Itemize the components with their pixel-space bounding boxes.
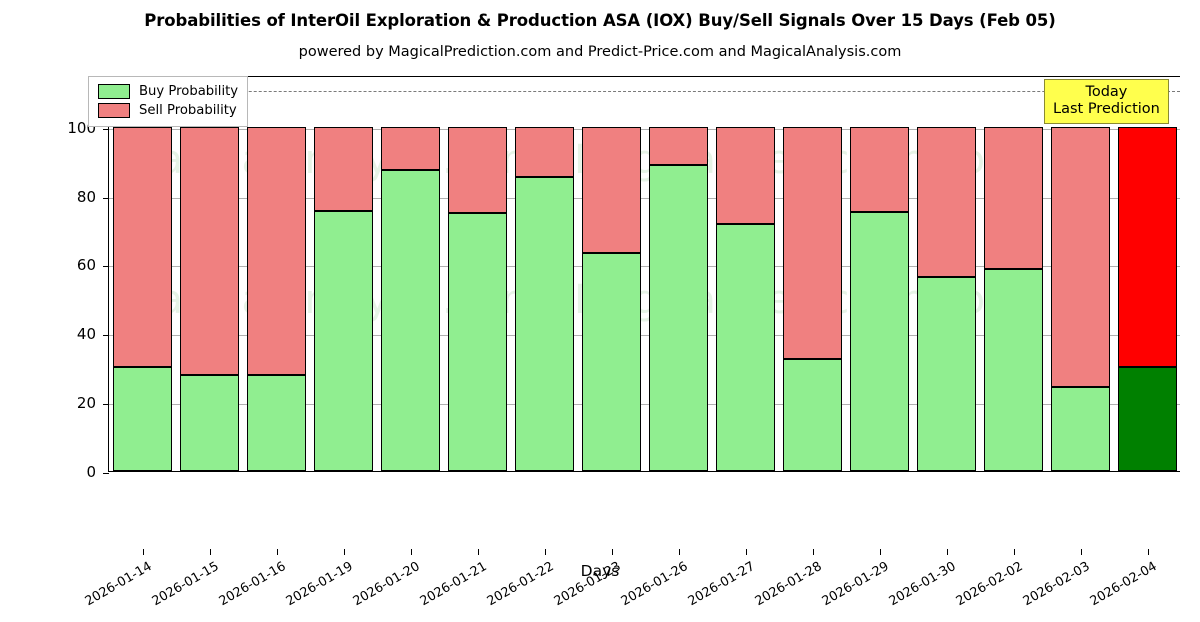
sell-probability-segment[interactable] bbox=[448, 126, 507, 214]
gridline-y bbox=[109, 335, 1180, 337]
y-tick-mark bbox=[103, 404, 109, 406]
gridline-y bbox=[109, 128, 1180, 130]
gridline-y bbox=[109, 404, 1180, 406]
bar-2026-01-26[interactable] bbox=[649, 77, 708, 471]
bar-2026-01-29[interactable] bbox=[850, 77, 909, 471]
bar-2026-01-20[interactable] bbox=[381, 77, 440, 471]
bar-2026-01-19[interactable] bbox=[314, 77, 373, 471]
bar-2026-02-04[interactable] bbox=[1118, 77, 1177, 471]
bar-2026-01-28[interactable] bbox=[783, 77, 842, 471]
y-tick-label: 80 bbox=[76, 187, 96, 206]
bar-2026-01-27[interactable] bbox=[716, 77, 775, 471]
legend-label: Buy Probability bbox=[139, 84, 239, 99]
x-tick-mark bbox=[1080, 549, 1082, 555]
x-tick-mark bbox=[879, 549, 881, 555]
y-tick-label: 0 bbox=[86, 463, 96, 481]
sell-probability-segment[interactable] bbox=[1118, 126, 1177, 367]
sell-probability-segment[interactable] bbox=[314, 126, 373, 211]
legend-item-sell[interactable]: Sell Probability bbox=[98, 101, 238, 120]
y-tick-label: 40 bbox=[76, 325, 96, 344]
x-tick-mark bbox=[611, 549, 613, 555]
x-tick-mark bbox=[142, 549, 144, 555]
sell-probability-segment[interactable] bbox=[180, 126, 239, 376]
buy-probability-segment[interactable] bbox=[1051, 386, 1110, 471]
gridline-y bbox=[109, 266, 1180, 268]
bar-2026-01-23[interactable] bbox=[582, 77, 641, 471]
buy-probability-segment[interactable] bbox=[850, 211, 909, 471]
x-tick-mark bbox=[745, 549, 747, 555]
buy-probability-segment[interactable] bbox=[649, 164, 708, 471]
buy-probability-segment[interactable] bbox=[515, 176, 574, 471]
x-tick-mark bbox=[1013, 549, 1015, 555]
buy-probability-segment[interactable] bbox=[917, 277, 976, 471]
x-tick-mark bbox=[678, 549, 680, 555]
sell-probability-segment[interactable] bbox=[783, 126, 842, 360]
plot-inner: MagicalAnalysis.comMagicalPrediction.com… bbox=[109, 77, 1180, 471]
x-tick-mark bbox=[544, 549, 546, 555]
sell-probability-segment[interactable] bbox=[649, 126, 708, 165]
buy-probability-segment[interactable] bbox=[247, 375, 306, 471]
sell-probability-segment[interactable] bbox=[716, 126, 775, 224]
bar-2026-01-22[interactable] bbox=[515, 77, 574, 471]
chart-subtitle: powered by MagicalPrediction.com and Pre… bbox=[298, 44, 902, 60]
y-tick-mark bbox=[103, 473, 109, 474]
legend-swatch-icon bbox=[98, 103, 130, 118]
sell-probability-segment[interactable] bbox=[1051, 126, 1110, 387]
sell-probability-segment[interactable] bbox=[113, 126, 172, 367]
buy-probability-segment[interactable] bbox=[984, 268, 1043, 471]
plot-area: Probability MagicalAnalysis.comMagicalPr… bbox=[67, 76, 1180, 609]
buy-probability-segment[interactable] bbox=[314, 210, 373, 471]
today-annotation-line1: Today bbox=[1085, 84, 1128, 100]
bar-2026-01-30[interactable] bbox=[917, 77, 976, 471]
reference-dashed-line bbox=[109, 90, 1180, 92]
legend-item-buy[interactable]: Buy Probability bbox=[98, 82, 238, 101]
y-tick-mark bbox=[103, 266, 109, 268]
x-tick-mark bbox=[209, 549, 211, 555]
y-tick-mark bbox=[103, 128, 109, 130]
gridline-y bbox=[109, 197, 1180, 199]
y-tick-label: 60 bbox=[76, 256, 96, 275]
buy-probability-segment[interactable] bbox=[582, 253, 641, 471]
x-tick-mark bbox=[410, 549, 412, 555]
x-tick-mark bbox=[276, 549, 278, 555]
x-tick-mark bbox=[477, 549, 479, 555]
buy-probability-segment[interactable] bbox=[113, 366, 172, 471]
buy-probability-segment[interactable] bbox=[783, 359, 842, 471]
bar-2026-01-15[interactable] bbox=[180, 77, 239, 471]
sell-probability-segment[interactable] bbox=[381, 126, 440, 170]
y-tick-label: 20 bbox=[76, 394, 96, 413]
buy-probability-segment[interactable] bbox=[448, 213, 507, 471]
bar-2026-02-03[interactable] bbox=[1051, 77, 1110, 471]
chart-legend: Buy Probability Sell Probability bbox=[88, 76, 249, 127]
bar-2026-01-21[interactable] bbox=[448, 77, 507, 471]
x-axis-title: Days bbox=[580, 562, 620, 580]
buy-probability-segment[interactable] bbox=[1118, 366, 1177, 471]
legend-label: Sell Probability bbox=[139, 103, 237, 118]
sell-probability-segment[interactable] bbox=[247, 126, 306, 376]
chart-container: Probabilities of InterOil Exploration & … bbox=[67, 11, 1180, 609]
y-tick-mark bbox=[103, 197, 109, 199]
today-annotation-line2: Last Prediction bbox=[1053, 100, 1160, 117]
buy-probability-segment[interactable] bbox=[180, 375, 239, 471]
x-tick-mark bbox=[946, 549, 948, 555]
bar-2026-01-16[interactable] bbox=[247, 77, 306, 471]
sell-probability-segment[interactable] bbox=[984, 126, 1043, 269]
buy-probability-segment[interactable] bbox=[716, 223, 775, 471]
legend-swatch-icon bbox=[98, 84, 130, 99]
sell-probability-segment[interactable] bbox=[917, 126, 976, 278]
x-tick-mark bbox=[343, 549, 345, 555]
y-tick-mark bbox=[103, 335, 109, 337]
x-tick-mark bbox=[812, 549, 814, 555]
today-last-prediction-annotation: Today Last Prediction bbox=[1044, 79, 1169, 124]
sell-probability-segment[interactable] bbox=[515, 126, 574, 177]
chart-title: Probabilities of InterOil Exploration & … bbox=[144, 11, 1056, 30]
bar-2026-01-14[interactable] bbox=[113, 77, 172, 471]
bar-2026-02-02[interactable] bbox=[984, 77, 1043, 471]
sell-probability-segment[interactable] bbox=[850, 126, 909, 212]
x-tick-mark bbox=[1147, 549, 1149, 555]
sell-probability-segment[interactable] bbox=[582, 126, 641, 254]
buy-probability-segment[interactable] bbox=[381, 169, 440, 471]
